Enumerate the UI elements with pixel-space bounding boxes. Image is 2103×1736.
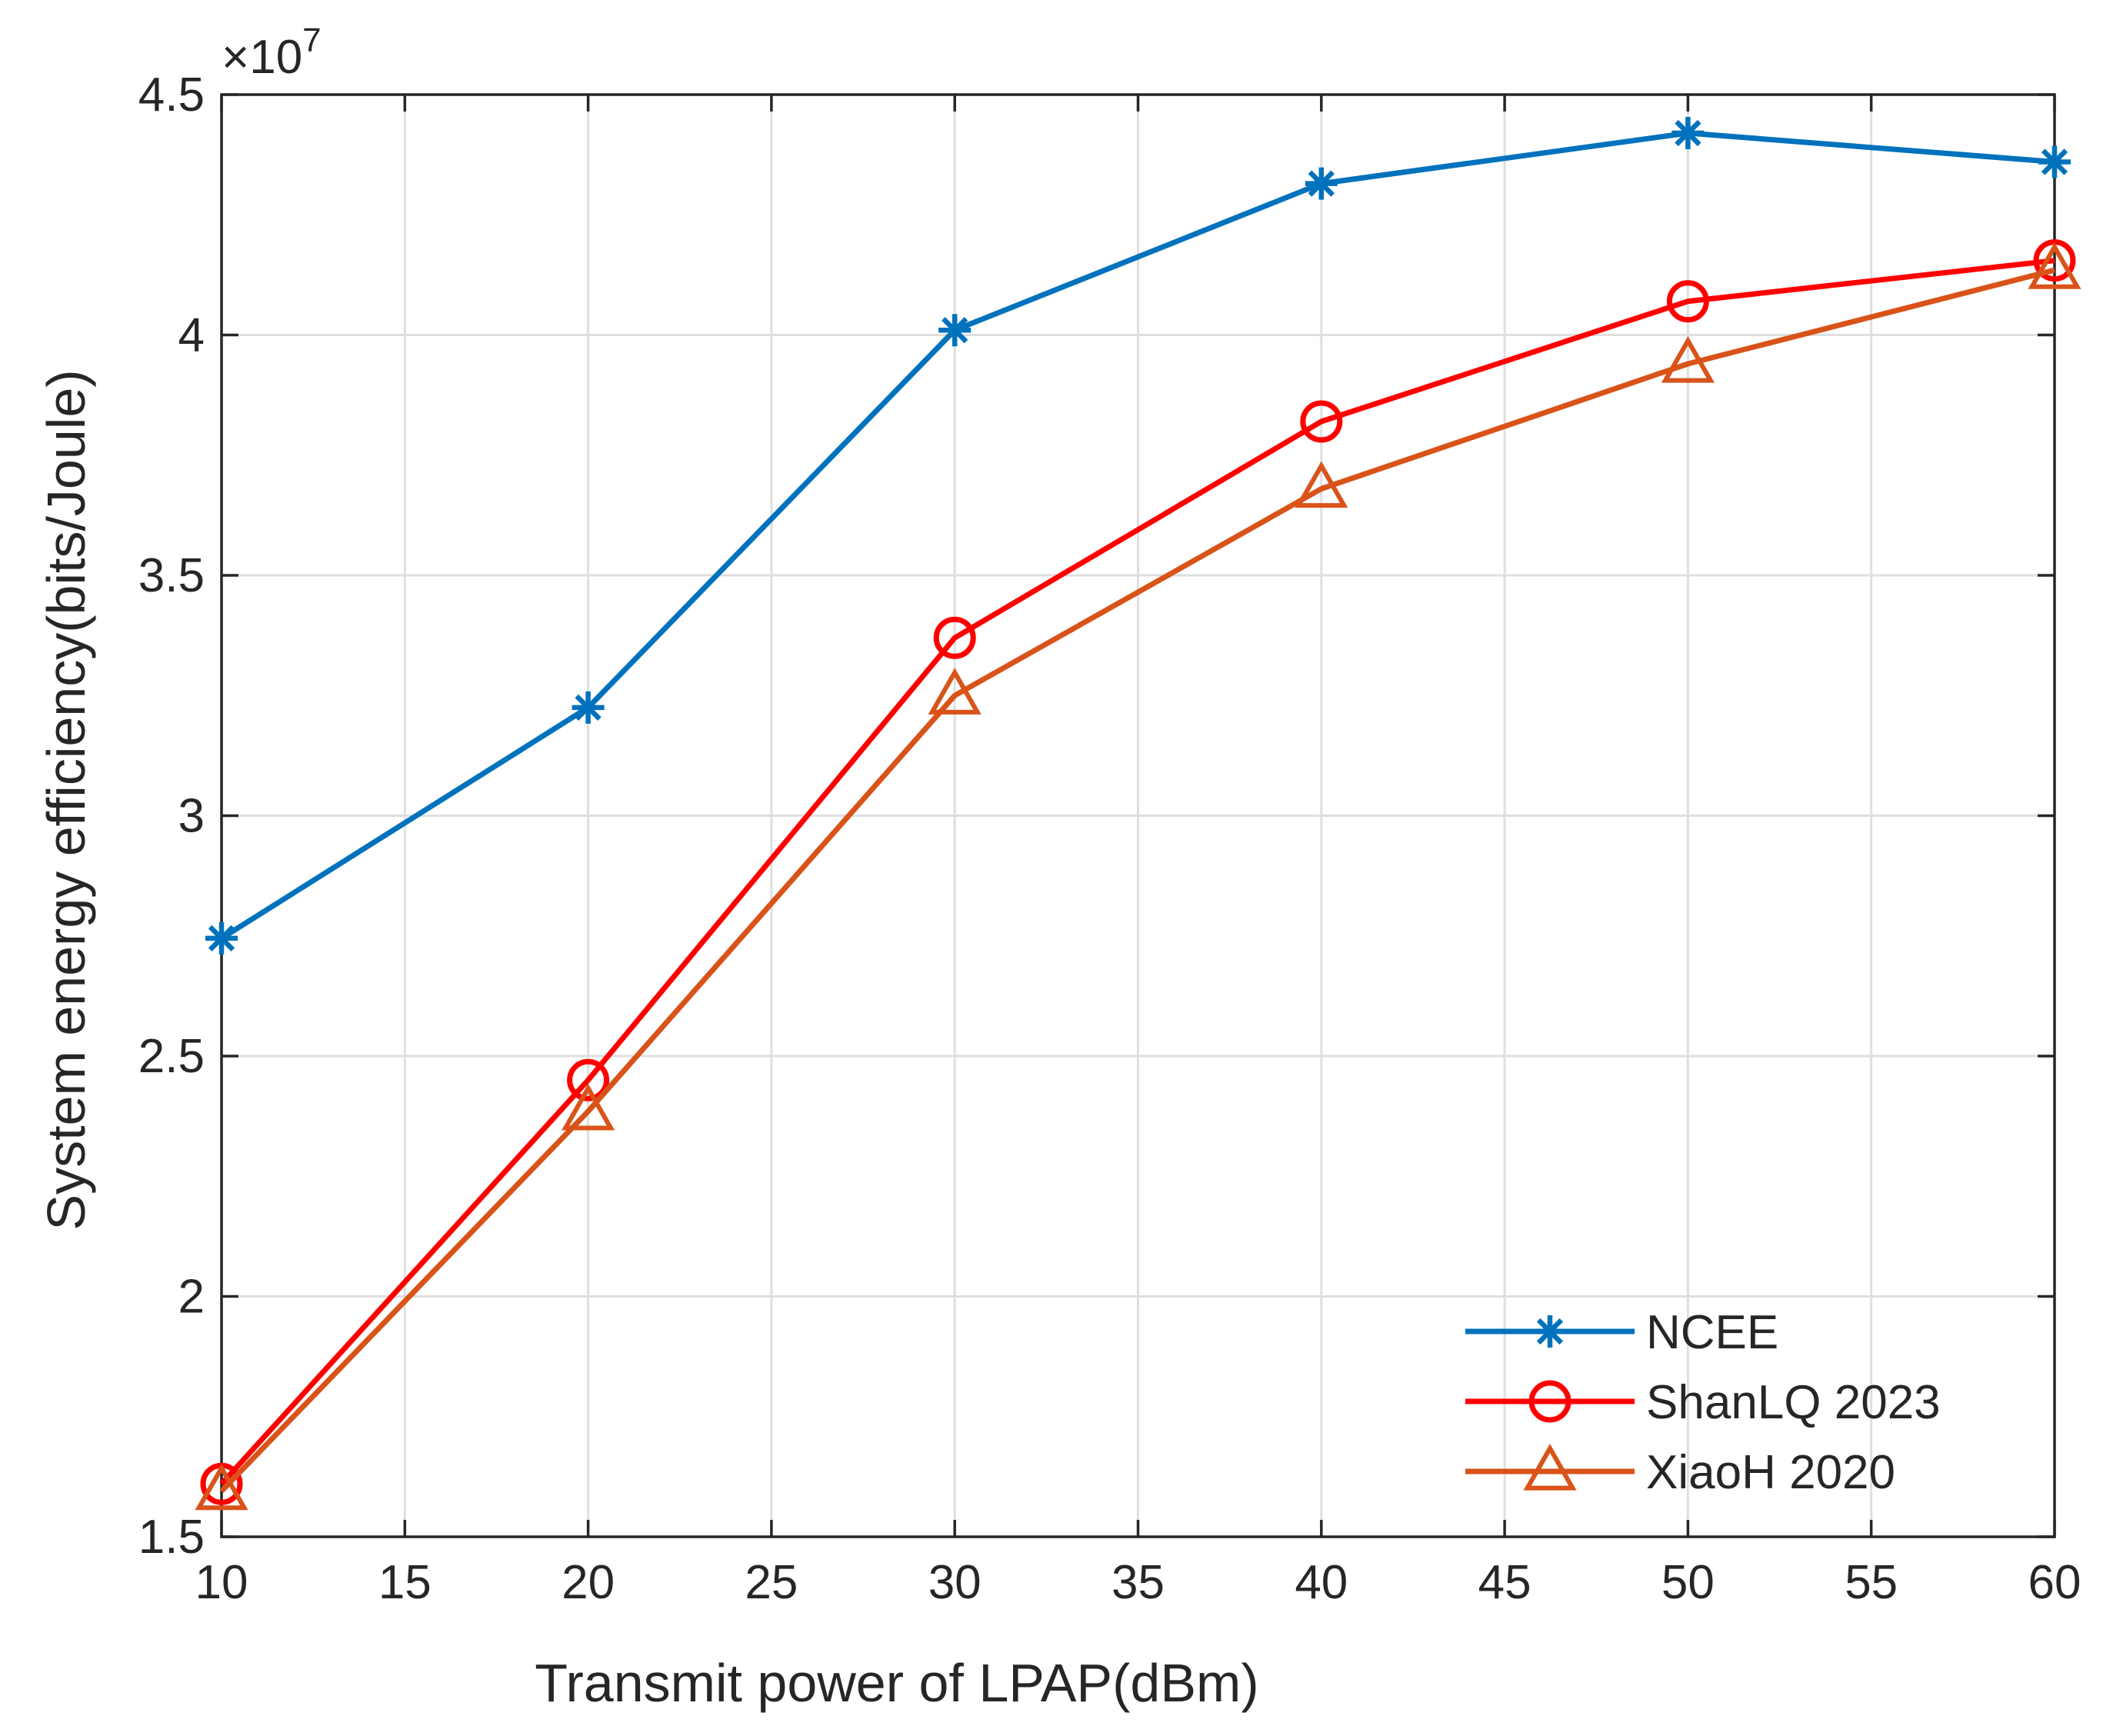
x-tick-label: 35 xyxy=(1111,1556,1165,1609)
x-tick-label: 40 xyxy=(1295,1556,1348,1609)
series-line-shanlq-2023 xyxy=(219,258,2055,1486)
y-axis-exponent-power: 7 xyxy=(302,22,321,59)
marker-stroke xyxy=(575,694,602,721)
y-tick-label: 3.5 xyxy=(138,549,205,602)
legend-item-xiaoh-2020: XiaoH 2020 xyxy=(1465,1443,1895,1499)
y-axis-exponent-base: ×10 xyxy=(222,31,302,84)
x-tick-label: 50 xyxy=(1661,1556,1715,1609)
legend-label-xiaoh-2020: XiaoH 2020 xyxy=(1646,1446,1895,1499)
marker-stroke xyxy=(2041,148,2068,175)
legend-marker-shanlq-2023 xyxy=(1528,1380,1571,1423)
data-point-ncee xyxy=(1671,117,1705,149)
marker-stroke xyxy=(1308,170,1335,197)
x-tick-label: 15 xyxy=(378,1556,432,1609)
marker-stroke xyxy=(1536,1318,1564,1345)
y-tick-label: 2 xyxy=(178,1271,205,1324)
series-ncee xyxy=(205,117,2071,955)
legend: NCEE ShanLQ 2023 XiaoH 2020 xyxy=(1465,1306,1941,1499)
series-xiaoh-2020 xyxy=(195,242,2081,1511)
y-axis-exponent: ×107 xyxy=(222,22,322,84)
y-tick-label: 1.5 xyxy=(138,1511,205,1564)
x-tick-labels: 10 15 20 25 30 35 40 45 50 55 60 xyxy=(195,1556,2081,1609)
data-point-xiaoh-2020 xyxy=(1661,335,1715,383)
x-tick-label: 20 xyxy=(562,1556,615,1609)
series-line-ncee xyxy=(220,130,2055,941)
data-point-xiaoh-2020 xyxy=(195,1463,248,1511)
data-point-shanlq-2023 xyxy=(567,1058,610,1101)
data-point-ncee xyxy=(2038,145,2071,178)
data-point-shanlq-2023 xyxy=(933,616,976,659)
marker-stroke xyxy=(208,925,235,952)
x-tick-label: 30 xyxy=(928,1556,982,1609)
marker-stroke xyxy=(942,317,968,344)
legend-label-shanlq-2023: ShanLQ 2023 xyxy=(1646,1376,1941,1429)
data-point-ncee xyxy=(572,691,605,724)
data-point-shanlq-2023 xyxy=(1300,400,1343,443)
series-line-xiaoh-2020 xyxy=(219,267,2055,1494)
y-axis-title: System energy efficiency(bits/Joule) xyxy=(36,369,96,1230)
grid xyxy=(222,95,2055,1537)
data-point-xiaoh-2020 xyxy=(1295,461,1348,508)
marker-stroke xyxy=(1675,119,1701,147)
x-axis-title: Transmit power of LPAP(dBm) xyxy=(535,1653,1258,1713)
y-tick-label: 2.5 xyxy=(138,1030,205,1083)
data-point-xiaoh-2020 xyxy=(562,1083,615,1131)
y-tick-label: 3 xyxy=(178,790,205,843)
legend-marker-xiaoh-2020 xyxy=(1523,1443,1577,1491)
data-point-xiaoh-2020 xyxy=(928,668,982,715)
series-layer xyxy=(195,117,2081,1511)
legend-label-ncee: NCEE xyxy=(1646,1306,1778,1359)
x-tick-label: 10 xyxy=(195,1556,248,1609)
x-tick-label: 60 xyxy=(2028,1556,2081,1609)
x-tick-label: 55 xyxy=(1845,1556,1898,1609)
data-point-ncee xyxy=(205,921,238,955)
data-point-xiaoh-2020 xyxy=(2028,242,2081,289)
legend-item-ncee: NCEE xyxy=(1465,1306,1778,1359)
data-point-shanlq-2023 xyxy=(1666,280,1709,323)
data-point-shanlq-2023 xyxy=(2033,239,2076,282)
series-shanlq-2023 xyxy=(200,239,2076,1505)
legend-item-shanlq-2023: ShanLQ 2023 xyxy=(1465,1376,1941,1429)
y-tick-label: 4.5 xyxy=(138,68,205,122)
x-tick-label: 25 xyxy=(745,1556,798,1609)
x-tick-label: 45 xyxy=(1478,1556,1531,1609)
ticks xyxy=(220,93,2056,1538)
y-tick-labels: 1.5 2 2.5 3 3.5 4 4.5 xyxy=(138,68,205,1564)
data-point-ncee xyxy=(1305,167,1338,200)
y-tick-label: 4 xyxy=(178,309,205,362)
data-point-ncee xyxy=(938,314,972,347)
legend-marker-ncee xyxy=(1534,1315,1566,1348)
